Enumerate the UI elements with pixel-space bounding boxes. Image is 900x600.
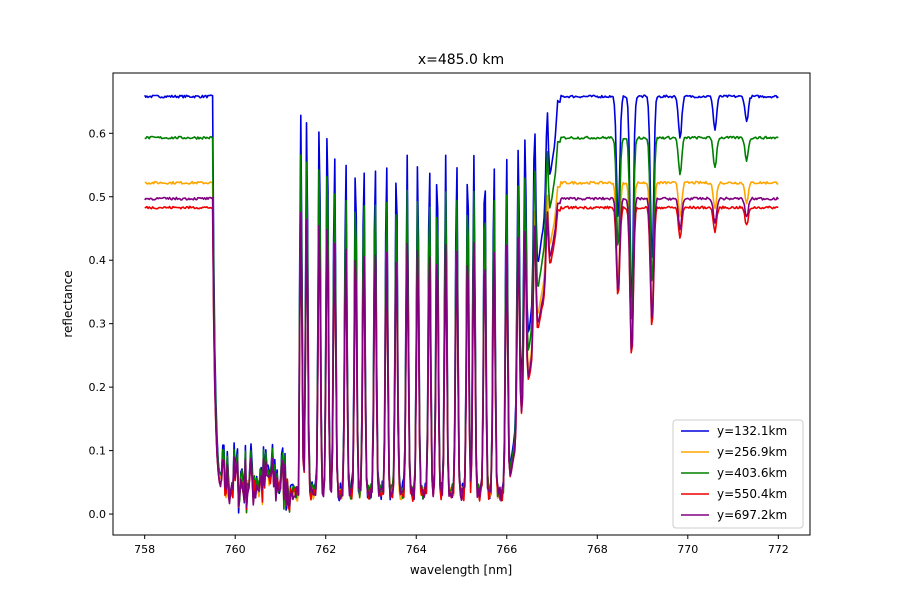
- legend-box: [672, 419, 804, 529]
- x-tick-label: 758: [134, 543, 155, 556]
- x-tick-label: 766: [496, 543, 517, 556]
- plot-area: [143, 94, 779, 514]
- x-tick-label: 768: [587, 543, 608, 556]
- x-axis: 758 760 762 764 766 768 770 772: [134, 535, 789, 556]
- y-axis: 0.0 0.1 0.2 0.3 0.4 0.5 0.6: [89, 127, 113, 521]
- legend: y=132.1km y=256.9km y=403.6km y=550.4km y=69…: [672, 419, 804, 529]
- x-tick-label: 764: [406, 543, 427, 556]
- y-tick-label: 0.0: [89, 508, 107, 521]
- x-tick-label: 760: [225, 543, 246, 556]
- y-tick-label: 0.3: [89, 318, 107, 331]
- y-tick-label: 0.6: [89, 127, 107, 140]
- y-tick-label: 0.5: [89, 191, 107, 204]
- x-tick-label: 770: [677, 543, 698, 556]
- legend-label: y=256.9km: [717, 445, 787, 459]
- chart-title: x=485.0 km: [418, 52, 504, 68]
- x-tick-label: 772: [768, 543, 789, 556]
- legend-label: y=132.1km: [717, 424, 787, 438]
- legend-label: y=403.6km: [717, 466, 787, 480]
- x-tick-label: 762: [315, 543, 336, 556]
- y-axis-label: reflectance: [61, 270, 75, 337]
- axes-frame: [112, 72, 811, 536]
- legend-label: y=550.4km: [717, 487, 787, 501]
- legend-label: y=697.2km: [717, 508, 787, 522]
- series-line-5: [144, 196, 779, 508]
- y-tick-label: 0.2: [89, 381, 107, 394]
- y-tick-label: 0.1: [89, 445, 107, 458]
- y-tick-label: 0.4: [89, 254, 107, 267]
- x-axis-label: wavelength [nm]: [410, 563, 512, 577]
